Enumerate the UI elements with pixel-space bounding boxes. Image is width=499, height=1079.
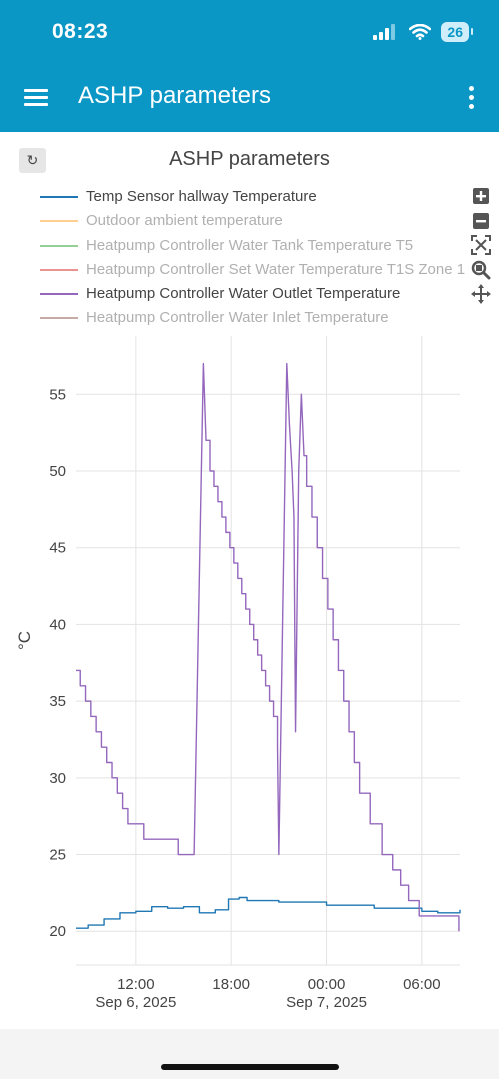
legend-label: Heatpump Controller Water Inlet Temperat…: [86, 309, 389, 327]
home-bar-area: [0, 1029, 499, 1079]
legend-swatch: [40, 196, 78, 198]
legend-label: Heatpump Controller Set Water Temperatur…: [86, 260, 466, 278]
autoscale-icon[interactable]: [468, 233, 494, 258]
status-icons: 26: [373, 22, 473, 42]
legend-label: Outdoor ambient temperature: [86, 212, 283, 230]
refresh-button[interactable]: ↻: [19, 148, 46, 173]
chart-card: [0, 132, 499, 1029]
legend-item[interactable]: Temp Sensor hallway Temperature: [40, 186, 480, 210]
x-tick-label: 18:00: [212, 976, 250, 993]
legend-swatch: [40, 220, 78, 223]
legend-item[interactable]: Heatpump Controller Water Outlet Tempera…: [40, 283, 480, 307]
chart-legend: Temp Sensor hallway Temperature Outdoor a…: [40, 186, 480, 332]
status-time: 08:23: [52, 20, 109, 43]
series-line: [76, 362, 460, 932]
legend-label: Temp Sensor hallway Temperature: [86, 188, 317, 205]
hamburger-icon[interactable]: [18, 82, 54, 112]
chart-title: ASHP parameters: [169, 148, 330, 170]
y-tick-label: 45: [49, 540, 66, 557]
legend-item[interactable]: Heatpump Controller Set Water Temperatur…: [40, 259, 480, 283]
y-tick-label: 35: [49, 693, 66, 710]
battery-indicator: 26: [441, 22, 473, 42]
y-axis-title: °C: [15, 631, 34, 650]
x-tick-label: 06:00: [403, 976, 441, 993]
zoom-icon[interactable]: [468, 258, 494, 283]
pan-icon[interactable]: [468, 282, 494, 307]
legend-swatch: [40, 244, 78, 247]
app-title: ASHP parameters: [78, 82, 271, 109]
legend-swatch: [40, 268, 78, 271]
refresh-icon: ↻: [26, 152, 39, 168]
series-line: [76, 896, 461, 929]
y-tick-label: 25: [49, 847, 66, 864]
legend-item[interactable]: Heatpump Controller Water Tank Temperatu…: [40, 235, 480, 259]
y-tick-label: 55: [49, 386, 66, 403]
legend-swatch: [40, 293, 78, 296]
x-tick-label: 00:00: [308, 976, 346, 993]
zoom-out-icon[interactable]: [468, 209, 494, 234]
x-tick-label: 12:00: [117, 976, 155, 993]
status-bar: 08:23 26: [0, 0, 499, 64]
app-bar: ASHP parameters: [0, 64, 499, 132]
legend-swatch: [40, 317, 78, 320]
legend-label: Heatpump Controller Water Outlet Tempera…: [86, 285, 401, 303]
x-tick-sublabel: Sep 6, 2025: [95, 994, 176, 1011]
y-tick-label: 30: [49, 770, 66, 787]
wifi-icon: [409, 24, 432, 40]
more-vertical-icon[interactable]: [465, 82, 477, 112]
zoom-in-icon[interactable]: [468, 184, 494, 209]
home-indicator[interactable]: [161, 1064, 339, 1070]
y-tick-label: 50: [49, 463, 66, 480]
signal-icon: [373, 24, 396, 40]
x-tick-sublabel: Sep 7, 2025: [286, 994, 367, 1011]
y-tick-label: 40: [49, 616, 66, 633]
legend-label: Heatpump Controller Water Tank Temperatu…: [86, 236, 414, 254]
chart-modebar: [468, 184, 494, 307]
legend-item[interactable]: Outdoor ambient temperature: [40, 210, 480, 234]
legend-item[interactable]: Heatpump Controller Water Inlet Temperat…: [40, 307, 480, 331]
y-tick-label: 20: [49, 923, 66, 940]
